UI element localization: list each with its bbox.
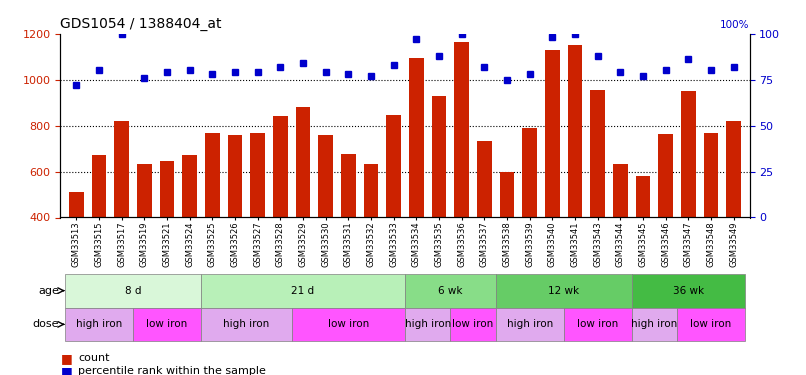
Bar: [451, 308, 496, 341]
Bar: [364, 164, 378, 309]
Text: ■: ■: [60, 352, 73, 364]
Bar: [432, 96, 447, 309]
Bar: [386, 115, 401, 309]
Text: high iron: high iron: [405, 320, 451, 329]
Bar: [613, 164, 628, 309]
Bar: [114, 121, 129, 309]
Bar: [704, 132, 718, 309]
Text: 100%: 100%: [720, 20, 750, 30]
Bar: [227, 135, 243, 309]
Bar: [496, 308, 563, 341]
Bar: [681, 91, 696, 309]
Bar: [201, 274, 405, 308]
Bar: [182, 156, 197, 309]
Bar: [659, 134, 673, 309]
Text: low iron: low iron: [691, 320, 732, 329]
Bar: [496, 274, 632, 308]
Bar: [632, 308, 677, 341]
Text: high iron: high iron: [631, 320, 678, 329]
Bar: [522, 128, 537, 309]
Text: count: count: [78, 353, 110, 363]
Bar: [201, 308, 292, 341]
Bar: [405, 308, 451, 341]
Text: 6 wk: 6 wk: [438, 286, 463, 296]
Bar: [563, 308, 632, 341]
Bar: [455, 42, 469, 309]
Bar: [273, 116, 288, 309]
Bar: [409, 58, 424, 309]
Text: high iron: high iron: [506, 320, 553, 329]
Bar: [590, 90, 605, 309]
Text: percentile rank within the sample: percentile rank within the sample: [78, 366, 266, 375]
Bar: [160, 160, 174, 309]
Bar: [65, 274, 201, 308]
Text: low iron: low iron: [452, 320, 493, 329]
Text: age: age: [39, 286, 60, 296]
Bar: [405, 274, 496, 308]
Bar: [65, 308, 133, 341]
Bar: [69, 192, 84, 309]
Text: high iron: high iron: [76, 320, 123, 329]
Text: high iron: high iron: [223, 320, 269, 329]
Bar: [292, 308, 405, 341]
Bar: [567, 45, 583, 309]
Bar: [545, 50, 559, 309]
Bar: [500, 171, 514, 309]
Bar: [726, 121, 741, 309]
Text: 12 wk: 12 wk: [548, 286, 580, 296]
Bar: [251, 132, 265, 309]
Text: 36 wk: 36 wk: [673, 286, 704, 296]
Bar: [205, 132, 220, 309]
Text: low iron: low iron: [328, 320, 369, 329]
Bar: [318, 135, 333, 309]
Bar: [92, 156, 106, 309]
Bar: [477, 141, 492, 309]
Bar: [296, 107, 310, 309]
Text: GDS1054 / 1388404_at: GDS1054 / 1388404_at: [60, 17, 222, 32]
Bar: [632, 274, 745, 308]
Bar: [341, 154, 355, 309]
Text: dose: dose: [33, 320, 60, 329]
Bar: [677, 308, 745, 341]
Text: ■: ■: [60, 365, 73, 375]
Bar: [133, 308, 201, 341]
Bar: [137, 164, 152, 309]
Text: 8 d: 8 d: [125, 286, 141, 296]
Bar: [636, 176, 650, 309]
Text: 21 d: 21 d: [292, 286, 314, 296]
Text: low iron: low iron: [577, 320, 618, 329]
Text: low iron: low iron: [147, 320, 188, 329]
